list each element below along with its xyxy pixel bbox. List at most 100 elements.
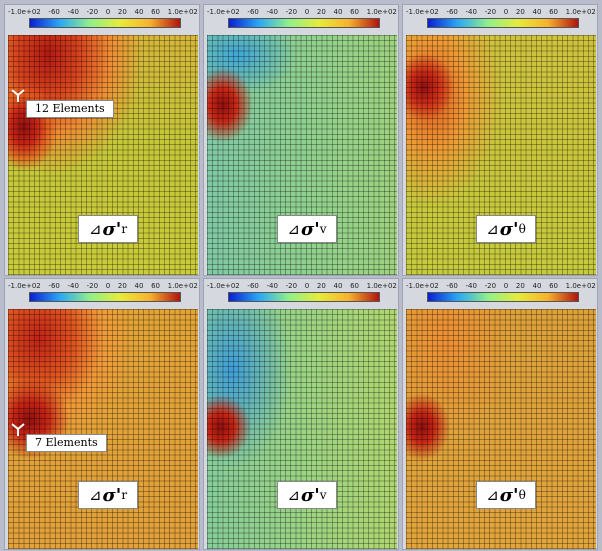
pile-marker-icon (11, 89, 25, 102)
contour-mesh: 7 Elements ⊿ σ ' r (8, 309, 198, 549)
contour-mesh: ⊿ σ ' θ (406, 35, 596, 275)
colorbar: -1.0e+02 -60 -40 -20 0 20 40 60 1.0e+02 (403, 279, 599, 309)
colorbar: -1.0e+02 -60 -40 -20 0 20 40 60 1.0e+02 (403, 5, 599, 35)
colorbar: -1.0e+02 -60 -40 -20 0 20 40 60 1.0e+02 (5, 279, 201, 309)
colorbar-tick: -1.0e+02 (207, 282, 240, 290)
delta-symbol: ⊿ (486, 220, 499, 238)
mesh-grid (8, 309, 198, 549)
colorbar-tick: -20 (86, 282, 99, 290)
prime-symbol: ' (513, 218, 519, 240)
delta-symbol: ⊿ (88, 220, 102, 238)
colorbar-tick: -60 (446, 282, 458, 290)
colorbar-tick: 1.0e+02 (366, 8, 397, 16)
prime-symbol: ' (513, 484, 519, 506)
colorbar-ticks: -1.0e+02 -60 -40 -20 0 20 40 60 1.0e+02 (406, 281, 596, 291)
colorbar-tick: 20 (316, 282, 326, 290)
prime-symbol: ' (115, 218, 122, 240)
elements-label: 7 Elements (26, 434, 107, 452)
stress-subscript: v (319, 222, 327, 236)
contour-mesh: ⊿ σ ' v (207, 35, 397, 275)
colorbar-tick: 60 (151, 282, 160, 290)
prime-symbol: ' (115, 484, 122, 506)
panel-row2-hoop: -1.0e+02 -60 -40 -20 0 20 40 60 1.0e+02 … (402, 278, 598, 550)
stress-subscript: r (121, 222, 128, 236)
stress-subscript: θ (518, 488, 526, 502)
colorbar-tick: 60 (350, 282, 359, 290)
panel-row2-vertical: -1.0e+02 -60 -40 -20 0 20 40 60 1.0e+02 … (203, 278, 399, 550)
colorbar-tick: -20 (484, 282, 497, 290)
delta-symbol: ⊿ (287, 486, 300, 504)
stress-label: ⊿ σ ' v (277, 215, 337, 243)
colorbar-tick: 20 (515, 8, 525, 16)
colorbar-ticks: -1.0e+02 -60 -40 -20 0 20 40 60 1.0e+02 (8, 7, 198, 17)
stress-label: ⊿ σ ' r (78, 215, 138, 243)
colorbar-tick: -1.0e+02 (406, 8, 439, 16)
colorbar-tick: -60 (247, 282, 259, 290)
colorbar-tick: -20 (285, 282, 298, 290)
contour-mesh: ⊿ σ ' θ (406, 309, 596, 549)
pile-marker-icon (11, 423, 25, 436)
contour-mesh: 12 Elements ⊿ σ ' r (8, 35, 198, 275)
colorbar-tick: -1.0e+02 (406, 282, 439, 290)
colorbar-tick: -40 (266, 8, 278, 16)
colorbar-gradient (427, 292, 579, 302)
colorbar-tick: 1.0e+02 (167, 282, 198, 290)
colorbar-tick: -1.0e+02 (207, 8, 240, 16)
contour-mesh: ⊿ σ ' v (207, 309, 397, 549)
colorbar-tick: 0 (105, 8, 111, 16)
sigma-symbol: σ (301, 484, 315, 506)
panel-row2-radial: -1.0e+02 -60 -40 -20 0 20 40 60 1.0e+02 … (4, 278, 200, 550)
stress-label: ⊿ σ ' r (78, 481, 138, 509)
colorbar-tick: 40 (532, 8, 542, 16)
sigma-symbol: σ (499, 484, 514, 506)
colorbar-tick: -1.0e+02 (8, 8, 41, 16)
colorbar-tick: 40 (333, 8, 343, 16)
colorbar-tick: 20 (117, 8, 127, 16)
stress-subscript: r (121, 488, 128, 502)
colorbar-ticks: -1.0e+02 -60 -40 -20 0 20 40 60 1.0e+02 (8, 281, 198, 291)
prime-symbol: ' (314, 484, 320, 506)
colorbar-tick: -60 (48, 282, 60, 290)
colorbar-tick: 60 (350, 8, 359, 16)
colorbar-tick: 60 (549, 8, 558, 16)
sigma-symbol: σ (301, 218, 315, 240)
mesh-grid (207, 309, 397, 549)
colorbar-gradient (427, 18, 579, 28)
colorbar-tick: 1.0e+02 (167, 8, 198, 16)
colorbar: -1.0e+02 -60 -40 -20 0 20 40 60 1.0e+02 (204, 5, 400, 35)
colorbar-tick: 1.0e+02 (565, 8, 596, 16)
colorbar: -1.0e+02 -60 -40 -20 0 20 40 60 1.0e+02 (5, 5, 201, 35)
colorbar-tick: 20 (316, 8, 326, 16)
elements-label: 12 Elements (26, 100, 114, 118)
colorbar-tick: -60 (247, 8, 259, 16)
colorbar-tick: -40 (67, 282, 79, 290)
colorbar-tick: -1.0e+02 (8, 282, 41, 290)
colorbar-tick: -20 (484, 8, 497, 16)
panel-row1-radial: -1.0e+02 -60 -40 -20 0 20 40 60 1.0e+02 … (4, 4, 200, 276)
colorbar-tick: -40 (67, 8, 79, 16)
colorbar-tick: 20 (117, 282, 127, 290)
colorbar-tick: 1.0e+02 (366, 282, 397, 290)
colorbar-tick: 0 (503, 8, 509, 16)
colorbar-ticks: -1.0e+02 -60 -40 -20 0 20 40 60 1.0e+02 (406, 7, 596, 17)
colorbar-tick: 0 (304, 8, 310, 16)
colorbar-tick: 0 (304, 282, 310, 290)
stress-label: ⊿ σ ' θ (476, 215, 536, 243)
panel-row1-hoop: -1.0e+02 -60 -40 -20 0 20 40 60 1.0e+02 … (402, 4, 598, 276)
colorbar-gradient (228, 18, 380, 28)
colorbar-tick: -20 (285, 8, 298, 16)
colorbar-tick: 0 (105, 282, 111, 290)
stress-subscript: v (319, 488, 327, 502)
mesh-grid (406, 309, 596, 549)
colorbar-tick: -40 (266, 282, 278, 290)
prime-symbol: ' (314, 218, 320, 240)
panel-row1-vertical: -1.0e+02 -60 -40 -20 0 20 40 60 1.0e+02 … (203, 4, 399, 276)
colorbar-tick: -40 (465, 282, 477, 290)
colorbar-tick: 40 (134, 282, 144, 290)
colorbar-tick: -60 (446, 8, 458, 16)
colorbar: -1.0e+02 -60 -40 -20 0 20 40 60 1.0e+02 (204, 279, 400, 309)
stress-label: ⊿ σ ' θ (476, 481, 536, 509)
colorbar-tick: 40 (532, 282, 542, 290)
colorbar-gradient (29, 18, 181, 28)
